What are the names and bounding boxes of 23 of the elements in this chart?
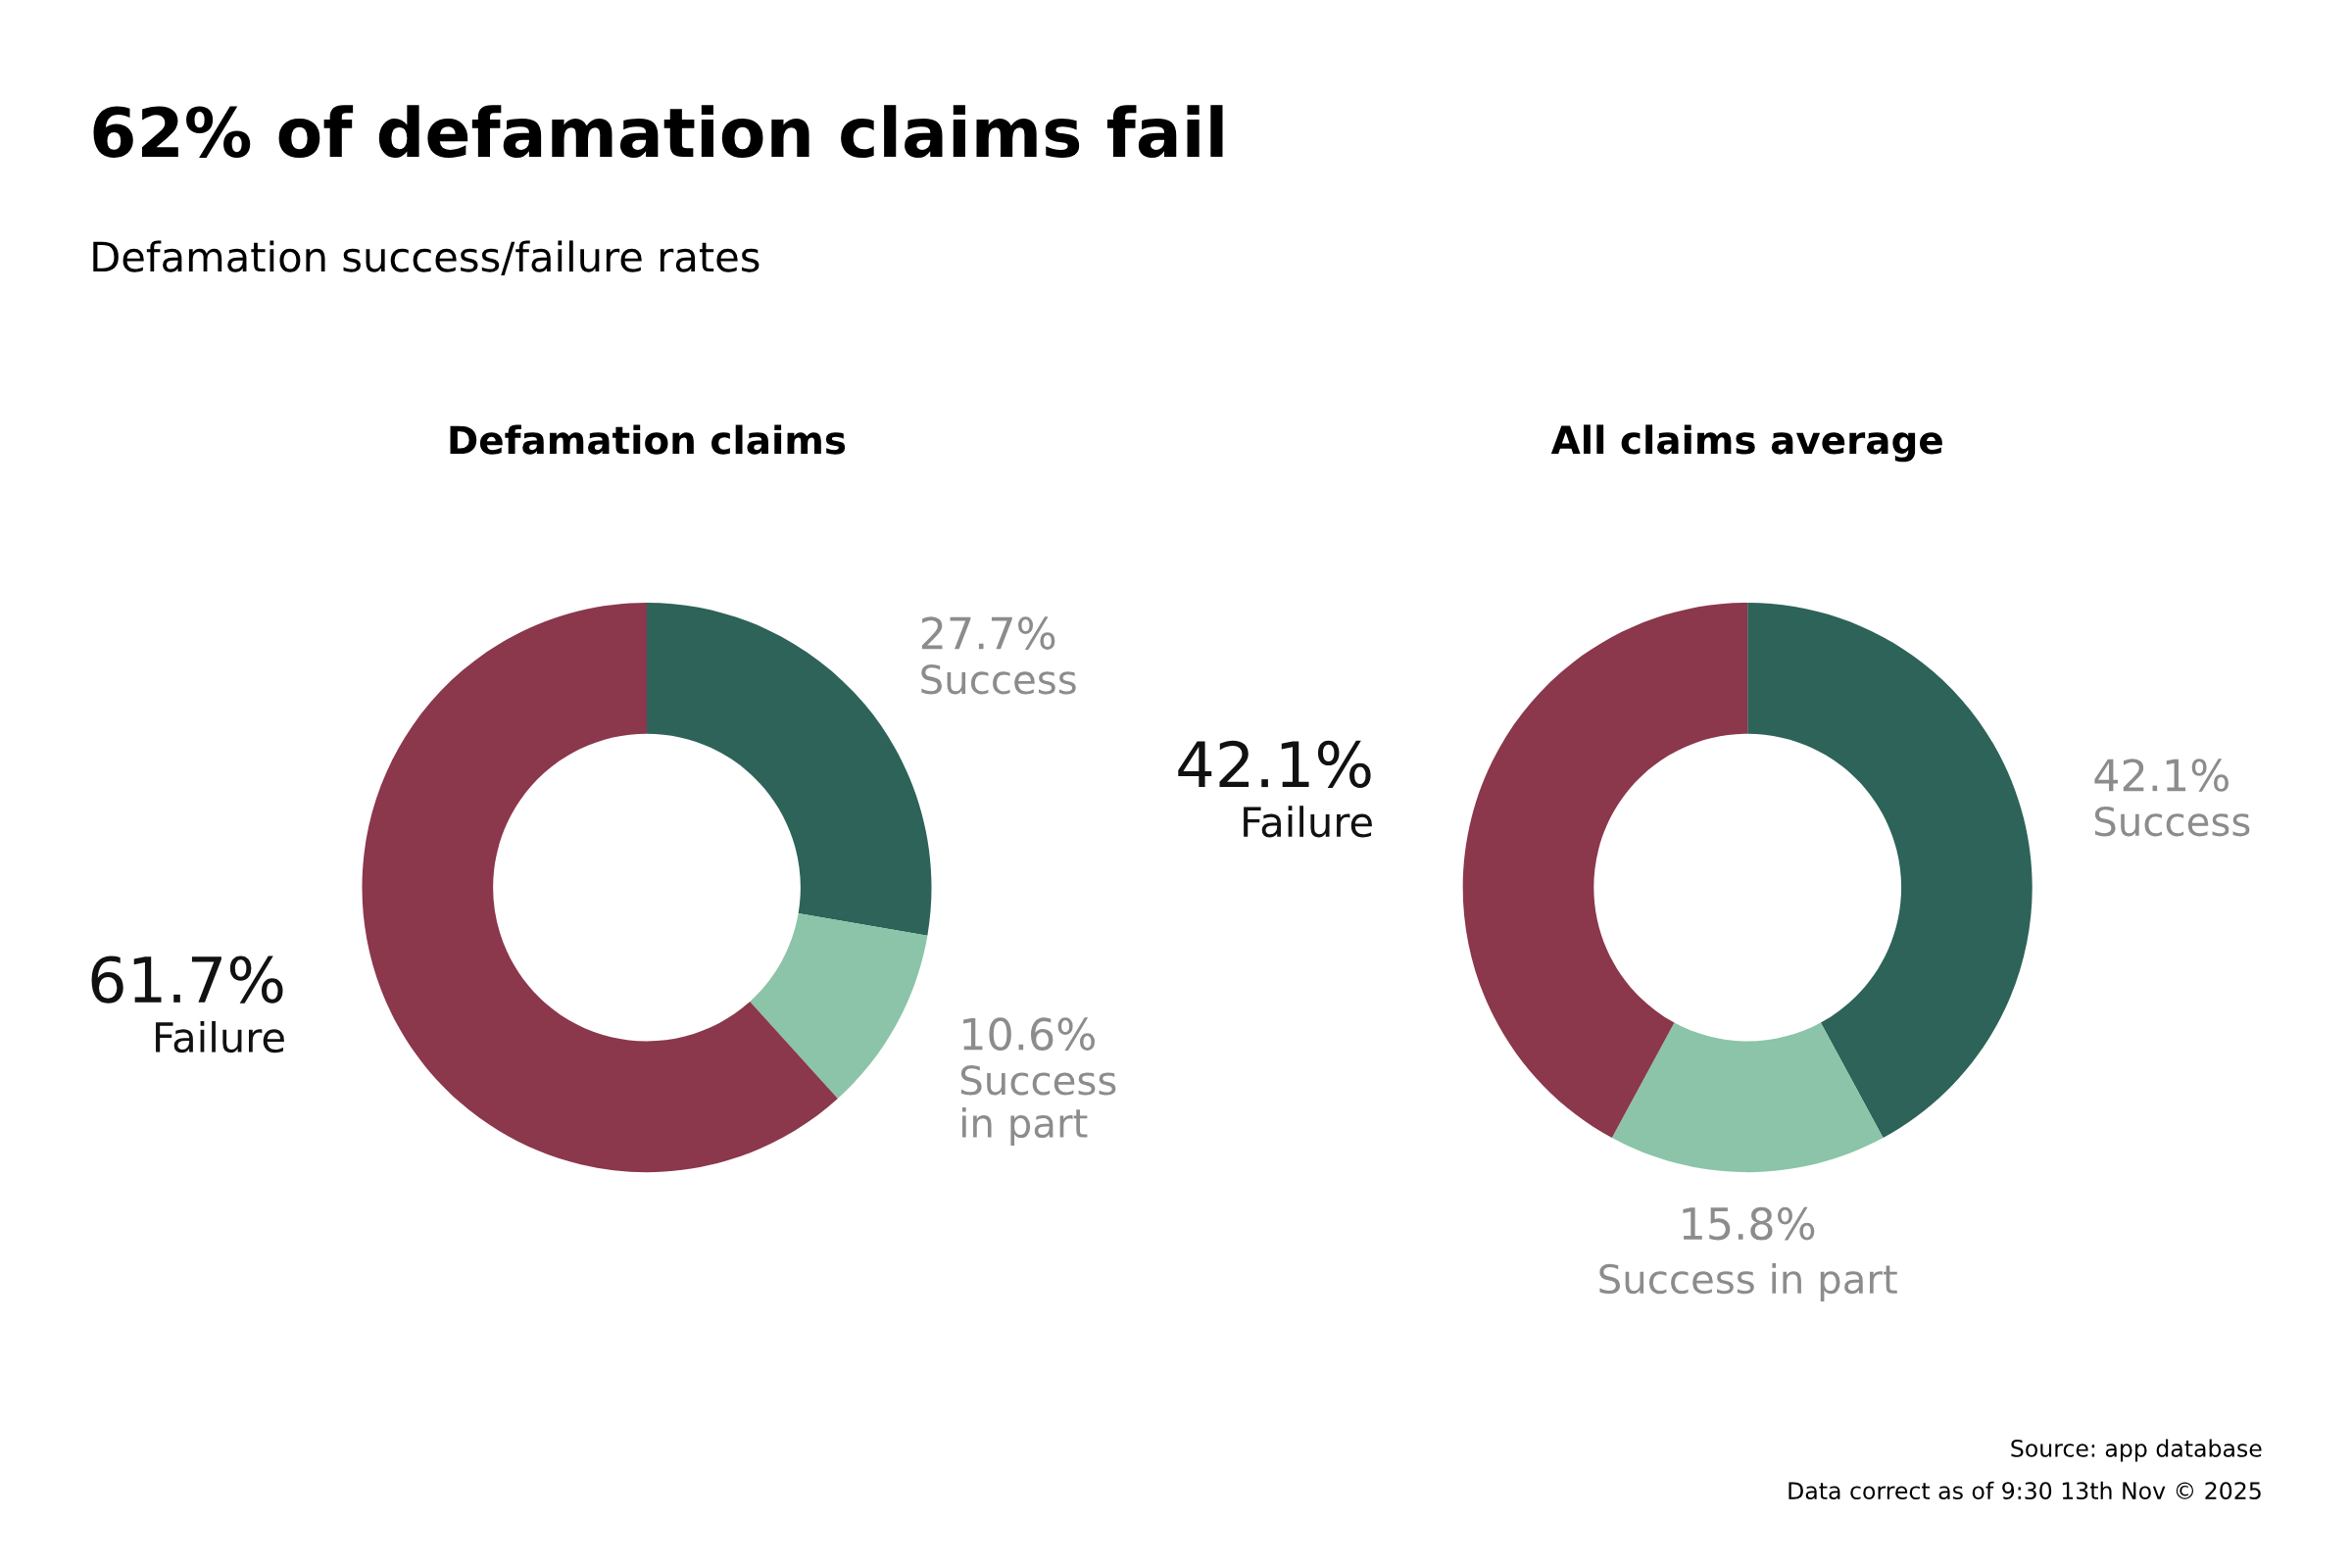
slice-label: Success (921, 664, 1076, 695)
data-label: 27.7% (921, 616, 1055, 650)
slice-label: Failure (156, 1020, 284, 1054)
text: Data correct as of 9:30 13th Nov © 2025 (1788, 1481, 2261, 1500)
chart-title: Defamation claims (450, 424, 846, 455)
slice-label: Success in part (1599, 1263, 1897, 1302)
donut-slice (362, 603, 838, 1173)
source-note: Source: app database (2011, 1439, 2262, 1462)
slice-label: Success in part (960, 1065, 1116, 1146)
donut-slice (1611, 1022, 1884, 1173)
text: 62% of defamation claims fail (93, 105, 1223, 158)
donut-slice (750, 913, 928, 1100)
chart-title: All claims average (1550, 424, 1942, 463)
data-label: 15.8% (1683, 1206, 1815, 1241)
slice-label: Success (2094, 806, 2250, 837)
slice-label: Failure (1244, 806, 1372, 838)
donut-slice (1462, 603, 1748, 1139)
donut-slice (1747, 603, 2033, 1139)
data-label: 10.6% (963, 1017, 1095, 1051)
data-label: 61.7% (91, 956, 283, 1004)
text: Defamation success/failure rates (93, 240, 760, 275)
data-label: 42.1% (1178, 740, 1371, 789)
data-label: 42.1% (2094, 759, 2229, 792)
